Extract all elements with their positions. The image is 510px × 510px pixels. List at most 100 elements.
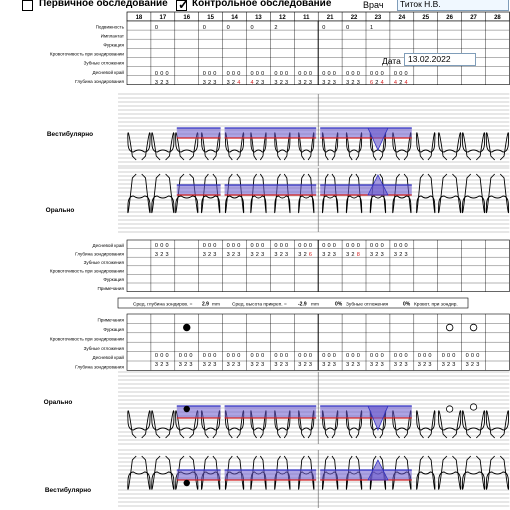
upper-oral-tooth <box>345 173 363 213</box>
upper-oral-gingival-value: 0 <box>274 243 277 249</box>
upper-oral-row-label: Глубина зондирования <box>75 251 124 256</box>
lower-oral-tooth <box>151 410 175 439</box>
upper-probing-value: 2 <box>351 80 354 86</box>
upper-oral-tooth <box>322 173 339 213</box>
upper-gingival-value: 0 <box>208 71 211 77</box>
upper-probing-value: 2 <box>328 80 331 86</box>
upper-mobility-value: 2 <box>274 25 277 31</box>
lower-oral-gingival-value: 0 <box>476 353 479 359</box>
avg-depth-label: Сред. глубина зондиров. = <box>133 302 193 308</box>
upper-oral-gingival-value: 0 <box>298 243 301 249</box>
lower-oral-probing-value: 2 <box>184 362 187 368</box>
upper-oral-tooth <box>298 173 315 213</box>
upper-tooth-number: 15 <box>207 15 214 21</box>
lower-oral-gingival-value: 0 <box>285 353 288 359</box>
lower-oral-gingival-value: 0 <box>471 353 474 359</box>
upper-tooth-number: 27 <box>470 15 477 21</box>
lower-oral-probing-value: 3 <box>357 362 360 368</box>
primary-exam-checkbox[interactable] <box>22 0 33 11</box>
upper-vest-row-label: Кровоточивость при зондировании <box>50 52 125 57</box>
upper-probing-value: 3 <box>155 80 158 86</box>
avg-height-value: -2.9 <box>298 302 307 308</box>
lower-vest-tooth <box>151 455 175 490</box>
upper-tooth-number: 25 <box>422 15 429 21</box>
lower-oral-probing-value: 3 <box>179 362 182 368</box>
upper-oral-probing-value: 3 <box>274 252 277 258</box>
checkmark-icon: ✓ <box>178 0 189 12</box>
lower-oral-gingival-value: 0 <box>394 353 397 359</box>
upper-probing-value: 3 <box>213 80 216 86</box>
upper-oral-gingival-value: 0 <box>261 243 264 249</box>
upper-oral-probing-value: 3 <box>213 252 216 258</box>
upper-tooth-number: 11 <box>303 15 310 21</box>
upper-gingival-value: 0 <box>251 71 254 77</box>
upper-oral-gingival-value: 0 <box>213 243 216 249</box>
lower-oral-probing-value: 3 <box>322 362 325 368</box>
lower-oral-probing-value: 3 <box>251 362 254 368</box>
lower-vest-tooth <box>438 455 462 490</box>
upper-oral-teeth-diagram <box>118 167 510 233</box>
upper-oral-probing-value: 2 <box>375 252 378 258</box>
vestibular-label-lower: Вестибулярно <box>45 486 91 494</box>
lower-oral-gingival-value: 0 <box>166 353 169 359</box>
upper-probing-value: 4 <box>394 80 397 86</box>
upper-oral-probing-value: 3 <box>285 252 288 258</box>
lower-oral-row-label: Фуркация <box>103 327 124 332</box>
lower-oral-probing-value: 3 <box>442 362 445 368</box>
date-field[interactable]: 13.02.2022 <box>404 53 476 66</box>
bleeding-value: 0% <box>403 302 411 308</box>
upper-oral-gingival-value: 0 <box>381 243 384 249</box>
upper-gingival-value: 0 <box>298 71 301 77</box>
upper-probing-value: 2 <box>399 80 402 86</box>
doctor-field[interactable]: Титок Н.В. <box>397 0 509 11</box>
upper-oral-gingival-value: 0 <box>309 243 312 249</box>
upper-tooth-number: 14 <box>231 15 238 21</box>
upper-oral-probing-value: 3 <box>333 252 336 258</box>
lower-oral-tooth <box>127 410 151 439</box>
upper-gingival-value: 0 <box>280 71 283 77</box>
upper-oral-row-label: Примечания <box>97 286 124 291</box>
upper-oral-gingival-value: 0 <box>394 243 397 249</box>
upper-tooth-number: 16 <box>183 15 190 21</box>
lower-oral-probing-value: 2 <box>423 362 426 368</box>
upper-oral-row-label: Десневой край <box>92 242 124 248</box>
upper-gingival-value: 0 <box>351 71 354 77</box>
upper-vest-tooth <box>438 132 462 161</box>
lower-oral-probing-value: 2 <box>447 362 450 368</box>
upper-probing-value: 3 <box>309 80 312 86</box>
upper-vest-row-label: Десневой край <box>92 69 124 75</box>
upper-oral-probing-band <box>320 185 412 195</box>
lower-oral-probing-value: 3 <box>285 362 288 368</box>
upper-oral-gingival-value: 0 <box>346 243 349 249</box>
upper-tooth-number: 17 <box>160 15 167 21</box>
upper-vest-teeth-diagram <box>118 93 510 167</box>
lower-oral-row-label: Глубина зондирования <box>75 365 124 370</box>
lower-oral-probing-value: 3 <box>333 362 336 368</box>
lower-oral-gingival-value: 0 <box>370 353 373 359</box>
upper-gingival-value: 0 <box>285 71 288 77</box>
doctor-label: Врач <box>363 0 384 10</box>
lower-oral-probing-value: 3 <box>452 362 455 368</box>
plaque-value: 0% <box>335 302 343 308</box>
lower-oral-probing-value: 2 <box>232 362 235 368</box>
upper-oral-probing-value: 3 <box>298 252 301 258</box>
lower-oral-gingival-value: 0 <box>160 353 163 359</box>
lower-oral-probing-value: 2 <box>280 362 283 368</box>
lower-oral-probing-value: 2 <box>208 362 211 368</box>
lower-oral-probing-band <box>176 406 221 418</box>
upper-oral-row-label: Кровоточивость при зондировании <box>50 269 125 274</box>
lower-oral-gingival-value: 0 <box>208 353 211 359</box>
upper-oral-probing-value: 3 <box>370 252 373 258</box>
lower-oral-row-label: Зубные отложения <box>84 346 125 351</box>
upper-oral-probing-value: 3 <box>405 252 408 258</box>
upper-oral-probing-value: 3 <box>155 252 158 258</box>
upper-probing-value: 3 <box>285 80 288 86</box>
upper-vest-probing-band <box>224 128 317 138</box>
lower-oral-probing-value: 3 <box>476 362 479 368</box>
upper-probing-value: 3 <box>227 80 230 86</box>
lower-oral-gingival-value: 0 <box>179 353 182 359</box>
furcation-ring <box>469 403 478 411</box>
control-exam-checkbox[interactable] <box>176 0 187 11</box>
lower-vest-probing-band <box>320 470 412 480</box>
